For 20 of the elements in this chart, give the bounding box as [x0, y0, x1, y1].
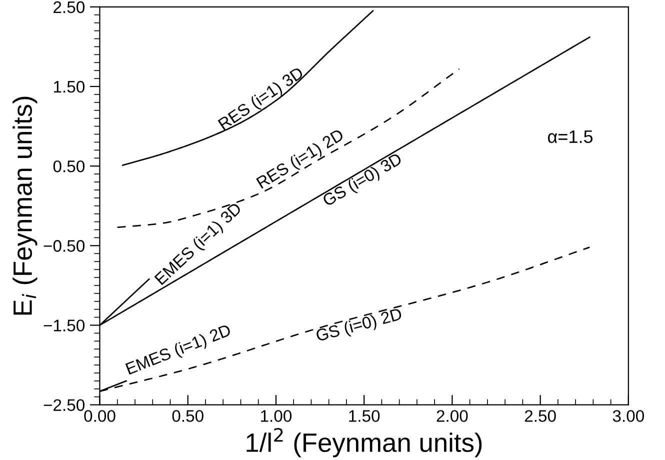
- x-tick-label: 1.50: [349, 410, 380, 422]
- text: RES (i=1) 3D: [217, 66, 306, 133]
- y-tick-label: 0.50: [53, 160, 85, 172]
- x-tick-label: 2.50: [524, 410, 556, 422]
- text: EMES (i=1) 2D: [125, 323, 233, 378]
- y-axis-title: E$_{i}$ (Feynman units): [12, 96, 38, 315]
- text: GS (i=0) 3D: [322, 152, 404, 210]
- y-tick-label: 2.50: [54, 1, 85, 14]
- y-tick-label: 1.50: [54, 80, 85, 93]
- x-tick-label: 0.50: [172, 410, 204, 422]
- x-tick-label: 1.00: [261, 410, 292, 422]
- y-tick-label: −1.50: [44, 320, 85, 332]
- y-tick-label: −0.50: [44, 240, 85, 252]
- y-tick-label: −2.50: [44, 399, 85, 412]
- text: GS (i=0) 2D: [315, 307, 404, 345]
- x-tick-label: 0.00: [84, 410, 116, 422]
- x-axis-title: 1/l$^{2}$ (Feynman units): [246, 428, 482, 458]
- x-tick-label: 2.00: [436, 410, 468, 422]
- annotation: α=1.5: [548, 130, 593, 144]
- x-tick-label: 3.00: [612, 410, 644, 422]
